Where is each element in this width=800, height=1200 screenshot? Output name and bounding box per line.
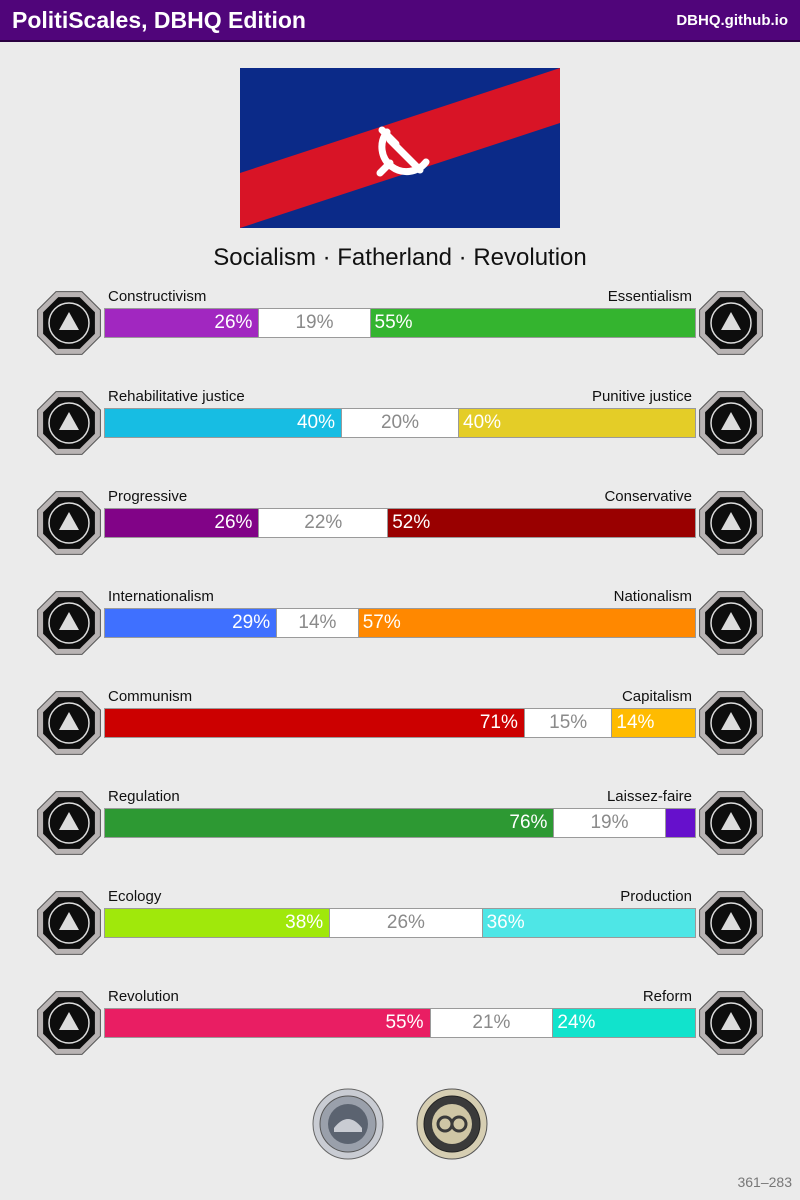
money-bag-icon	[699, 691, 763, 755]
quill-pen-icon	[699, 491, 763, 555]
axis-row: Internationalism Nationalism 29% 14% 57%	[0, 588, 800, 668]
axis-right-segment: 55%	[370, 309, 695, 337]
axis-left-segment: 29%	[105, 609, 277, 637]
axis-right-label: Punitive justice	[591, 388, 692, 405]
axis-row: Constructivism Essentialism 26% 19% 55%	[0, 288, 800, 368]
axis-right-label: Production	[620, 888, 692, 905]
axis-right-label: Nationalism	[613, 588, 692, 605]
axis-left-segment: 71%	[105, 709, 524, 737]
axis-neutral-segment: 14%	[276, 609, 359, 637]
axis-right-label: Conservative	[604, 488, 692, 505]
axis-left-segment: 26%	[105, 309, 259, 337]
axis-score-bar: 55% 21% 24%	[104, 1008, 696, 1038]
axis-left-label: Ecology	[108, 888, 162, 905]
axis-right-segment: 40%	[459, 409, 695, 437]
axis-right-segment: 36%	[482, 909, 695, 937]
handshake-icon	[37, 391, 101, 455]
axis-left-label: Progressive	[108, 488, 188, 505]
app-title: PolitiScales, DBHQ Edition	[12, 6, 306, 33]
axis-right-label: Essentialism	[607, 288, 692, 305]
gear-icon	[699, 891, 763, 955]
axis-right-label: Capitalism	[621, 688, 692, 705]
axis-row: Rehabilitative justice Punitive justice 40…	[0, 388, 800, 468]
ideology-flag	[240, 68, 560, 228]
axis-score-bar: 38% 26% 36%	[104, 908, 696, 938]
axis-row: Progressive Conservative 26% 22% 52%	[0, 488, 800, 568]
axis-left-label: Regulation	[108, 788, 180, 805]
axis-right-segment: 57%	[358, 609, 695, 637]
axis-left-segment: 40%	[105, 409, 341, 437]
axis-right-label: Reform	[642, 988, 692, 1005]
axis-left-label: Constructivism	[108, 288, 207, 305]
axis-neutral-segment: 20%	[341, 409, 459, 437]
hammer-and-sickle-icon	[376, 126, 430, 177]
axis-row: Regulation Laissez-faire 76% 19%	[0, 788, 800, 868]
axis-left-segment: 26%	[105, 509, 259, 537]
parliament-icon	[699, 991, 763, 1055]
axis-neutral-segment: 21%	[429, 1009, 554, 1037]
gear-seal-icon	[416, 1088, 488, 1160]
axis-neutral-segment: 15%	[523, 709, 613, 737]
axis-score-bar: 26% 22% 52%	[104, 508, 696, 538]
ruler-compass-icon	[37, 791, 101, 855]
butterfly-icon	[699, 791, 763, 855]
axis-right-label: Laissez-faire	[606, 788, 692, 805]
axis-left-segment: 76%	[105, 809, 554, 837]
eye-in-cage-icon	[37, 291, 101, 355]
axis-row: Communism Capitalism 71% 15% 14%	[0, 688, 800, 768]
globe-wreath-icon	[37, 591, 101, 655]
axis-neutral-segment: 19%	[553, 809, 666, 837]
axis-left-label: Internationalism	[108, 588, 214, 605]
site-link[interactable]: DBHQ.github.io	[676, 11, 788, 29]
sprout-icon	[37, 891, 101, 955]
dome-seal-icon	[312, 1088, 384, 1160]
axis-left-label: Revolution	[108, 988, 179, 1005]
axis-score-bar: 76% 19%	[104, 808, 696, 838]
axis-row: Revolution Reform 55% 21% 24%	[0, 988, 800, 1068]
axis-score-bar: 29% 14% 57%	[104, 608, 696, 638]
axis-score-bar: 40% 20% 40%	[104, 408, 696, 438]
slogan: Socialism · Fatherland · Revolution	[213, 244, 587, 271]
axis-left-segment: 55%	[105, 1009, 430, 1037]
torch-icon	[37, 491, 101, 555]
axis-neutral-segment: 19%	[258, 309, 371, 337]
axis-score-bar: 71% 15% 14%	[104, 708, 696, 738]
prison-bars-icon	[699, 391, 763, 455]
axis-neutral-segment: 22%	[258, 509, 389, 537]
raised-fist-icon	[37, 991, 101, 1055]
achievement-seals	[312, 1088, 488, 1160]
hammer-sickle-icon	[37, 691, 101, 755]
axis-right-segment: 24%	[553, 1009, 695, 1037]
axis-right-segment	[665, 809, 695, 837]
app-header: PolitiScales, DBHQ Edition DBHQ.github.i…	[0, 0, 800, 42]
axis-right-segment: 14%	[612, 709, 695, 737]
axis-row: Ecology Production 38% 26% 36%	[0, 888, 800, 968]
footer-code: 361–283	[737, 1174, 792, 1190]
flower-icon	[699, 291, 763, 355]
axis-left-label: Communism	[108, 688, 193, 705]
axis-right-segment: 52%	[388, 509, 695, 537]
axis-left-label: Rehabilitative justice	[108, 388, 245, 405]
axis-score-bar: 26% 19% 55%	[104, 308, 696, 338]
axis-neutral-segment: 26%	[329, 909, 483, 937]
axis-left-segment: 38%	[105, 909, 330, 937]
flag-icon	[699, 591, 763, 655]
